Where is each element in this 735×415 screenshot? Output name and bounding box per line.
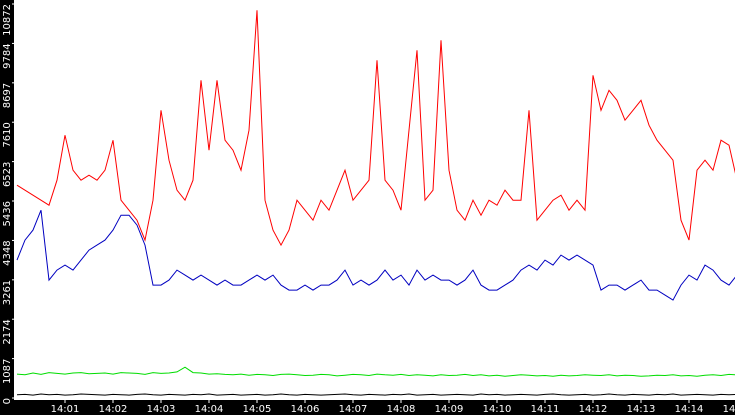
- x-tick-label: 14:07: [339, 404, 368, 415]
- x-tick-label: 14:13: [627, 404, 656, 415]
- y-tick-label: 6523: [2, 162, 13, 187]
- y-tick-label: 4348: [2, 240, 13, 265]
- x-tick-label: 14:08: [387, 404, 416, 415]
- x-tick-label: 14:01: [51, 404, 80, 415]
- series-line: [16, 210, 735, 301]
- series-line: [16, 366, 735, 377]
- y-tick-label: 2174: [2, 319, 13, 344]
- x-tick-label: 14:05: [243, 404, 272, 415]
- series-line: [16, 10, 735, 247]
- x-tick-label: 14:11: [531, 404, 560, 415]
- y-tick-label: 0: [2, 398, 13, 404]
- x-tick-label: 14:03: [147, 404, 176, 415]
- x-tick-label: 14:04: [195, 404, 224, 415]
- y-tick-label: 1087: [2, 359, 13, 384]
- x-tick-label: 14:10: [483, 404, 512, 415]
- y-axis-strip: [0, 0, 14, 415]
- x-tick-label: 14:02: [99, 404, 128, 415]
- y-tick-label: 5436: [2, 201, 13, 226]
- y-tick-label: 7610: [2, 122, 13, 147]
- series-line: [16, 393, 735, 396]
- x-tick-label: 14:09: [435, 404, 464, 415]
- y-tick-label: 10872: [2, 4, 13, 36]
- y-tick-label: 9784: [2, 43, 13, 68]
- x-tick-label: 14:15: [723, 404, 735, 415]
- x-tick-label: 14:12: [579, 404, 608, 415]
- y-tick-label: 8697: [2, 83, 13, 108]
- x-axis-strip: [0, 400, 735, 415]
- x-tick-label: 14:14: [675, 404, 704, 415]
- x-tick-label: 14:06: [291, 404, 320, 415]
- y-tick-label: 3261: [2, 280, 13, 305]
